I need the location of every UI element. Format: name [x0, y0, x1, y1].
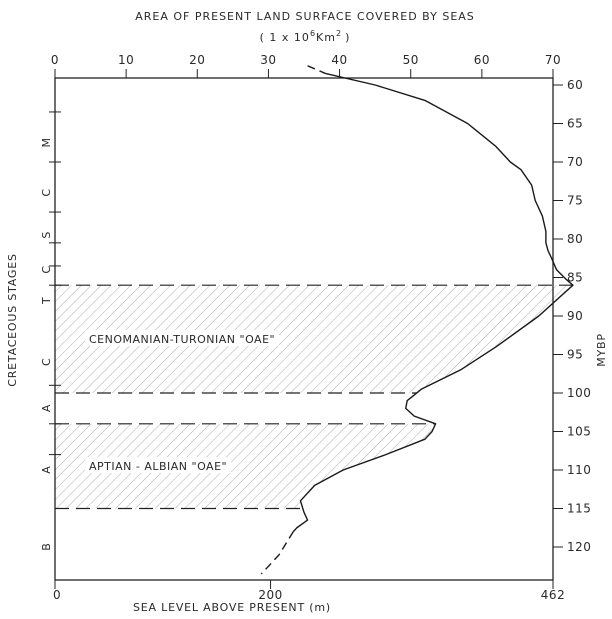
right-tick-label: 60: [567, 78, 583, 92]
right-tick-label: 85: [567, 271, 583, 285]
right-axis-label: MYBP: [595, 333, 608, 367]
top-tick-label: 40: [331, 53, 347, 67]
stage-label: A: [40, 404, 53, 412]
subtitle-unit: Km: [316, 31, 336, 44]
stage-labels: M C S C T C A A B: [40, 138, 53, 551]
band-label-bg: [85, 330, 280, 347]
top-tick-label: 60: [474, 53, 490, 67]
stage-label: B: [40, 543, 53, 551]
sea-level-line: [292, 72, 574, 533]
sea-level-line-dashed-bottom: [260, 531, 294, 575]
right-axis-ticks: 60 65 70 75 80 85 90 95 100 105 110 115 120: [553, 78, 591, 554]
right-tick-label: 120: [567, 540, 591, 554]
sea-level-line-dashed-top: [307, 65, 326, 75]
stage-label: T: [40, 297, 53, 305]
top-tick-label: 0: [51, 53, 59, 67]
sea-level-curve: [260, 65, 574, 575]
top-tick-label: 30: [260, 53, 276, 67]
band-label-bg: [85, 457, 232, 474]
band-hatch: [55, 423, 436, 509]
right-tick-label: 95: [567, 348, 583, 362]
subtitle-close: ): [345, 31, 350, 44]
band-labels: CENOMANIAN-TURONIAN "OAE" APTIAN - ALBIAN…: [85, 330, 280, 474]
right-tick-label: 105: [567, 425, 591, 439]
top-axis-ticks: 0 10 20 30 40 50 60 70: [51, 53, 561, 78]
band-boundaries: [55, 284, 573, 510]
stage-label: C: [40, 358, 53, 366]
top-tick-label: 50: [403, 53, 419, 67]
stage-label: S: [40, 232, 53, 239]
subtitle-base: ( 1 x 10: [260, 31, 310, 44]
right-tick-label: 80: [567, 232, 583, 246]
bottom-tick-label: 0: [53, 588, 61, 602]
chart-subtitle: ( 1 x 106Km2): [260, 29, 351, 44]
chart-title: AREA OF PRESENT LAND SURFACE COVERED BY …: [135, 10, 475, 23]
right-tick-label: 110: [567, 463, 591, 477]
band-hatch: [55, 285, 573, 393]
right-tick-label: 100: [567, 386, 591, 400]
band-fills: [55, 285, 573, 509]
stage-label: M: [40, 138, 53, 148]
right-tick-label: 65: [567, 117, 583, 131]
stage-label: A: [40, 466, 53, 474]
top-tick-label: 20: [189, 53, 205, 67]
bottom-tick-label: 462: [541, 588, 565, 602]
bottom-axis-ticks: 0 200 462: [53, 580, 565, 602]
band-label: CENOMANIAN-TURONIAN "OAE": [89, 333, 275, 346]
subtitle-unit-exponent: 2: [336, 29, 342, 38]
right-tick-label: 90: [567, 309, 583, 323]
right-tick-label: 70: [567, 155, 583, 169]
band-label: APTIAN - ALBIAN "OAE": [89, 460, 227, 473]
plot-frame: [54, 77, 554, 581]
stage-label: C: [40, 189, 53, 197]
right-tick-label: 115: [567, 502, 591, 516]
bottom-tick-label: 200: [258, 588, 282, 602]
top-tick-label: 10: [118, 53, 134, 67]
right-tick-label: 75: [567, 194, 583, 208]
stage-label: C: [40, 266, 53, 274]
left-axis-label: CRETACEOUS STAGES: [6, 253, 19, 387]
subtitle-exponent: 6: [310, 29, 316, 38]
top-tick-label: 70: [545, 53, 561, 67]
x-axis-label: SEA LEVEL ABOVE PRESENT (m): [133, 601, 331, 614]
